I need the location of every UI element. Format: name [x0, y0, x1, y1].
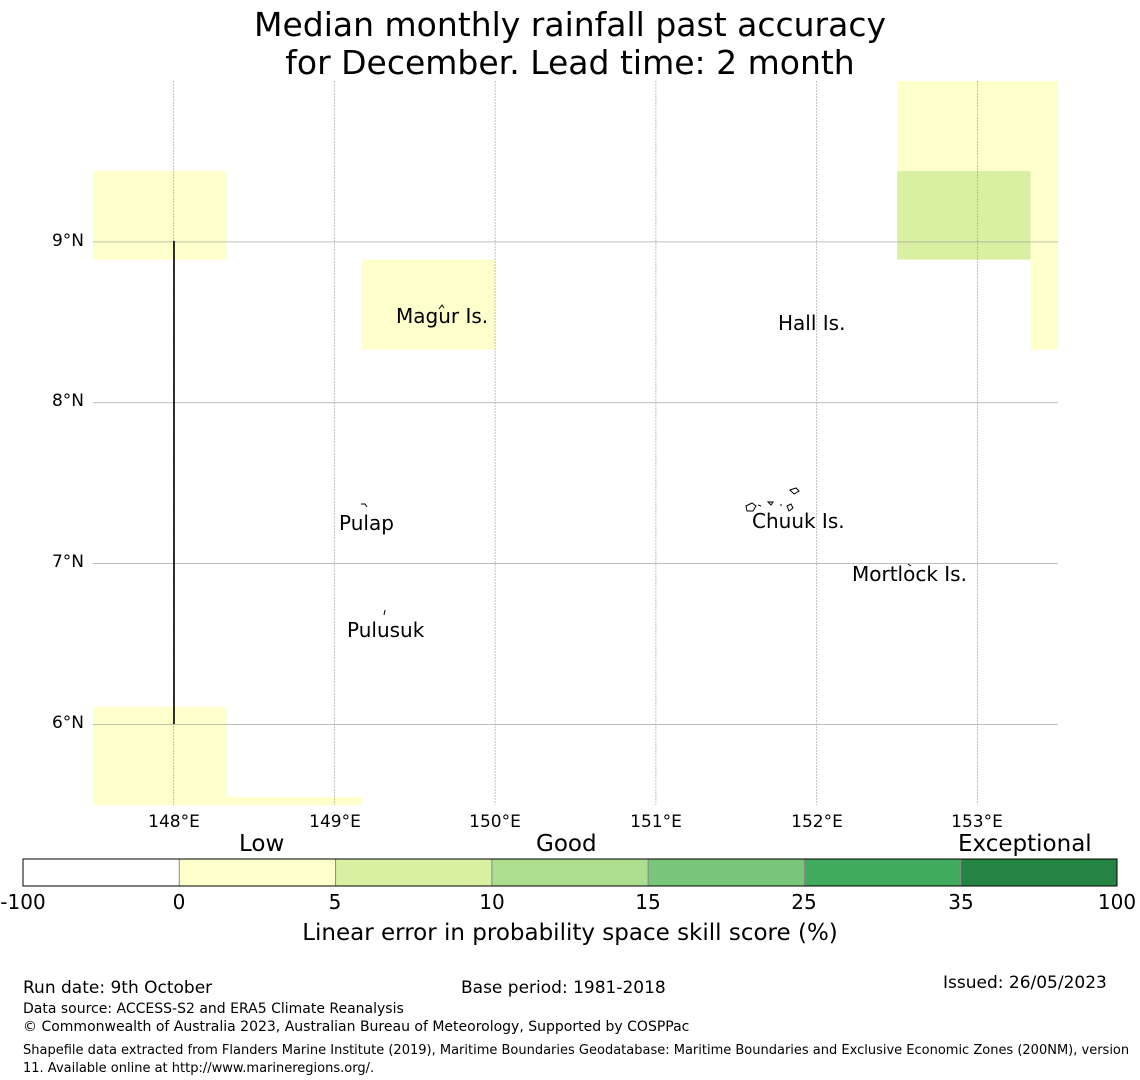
colorbar-segment-5	[804, 859, 961, 886]
colorbar	[22, 858, 1118, 887]
lon-tick-148: 148°E	[148, 812, 200, 832]
colorbar-frame	[22, 858, 1118, 887]
island-mortlock	[907, 563, 912, 567]
colorbar-segment-2	[335, 859, 492, 886]
data-source: Data source: ACCESS-S2 and ERA5 Climate …	[23, 1001, 404, 1017]
colorbar-category-low: Low	[239, 831, 285, 857]
skill-cell-0	[93, 171, 227, 260]
colorbar-segment-1	[179, 859, 336, 886]
island-chuuk-4	[786, 503, 794, 512]
island-chuuk-2	[745, 502, 757, 512]
lon-tick-149: 149°E	[309, 812, 361, 832]
colorbar-segment-6	[960, 859, 1117, 886]
lon-tick-152: 152°E	[791, 812, 843, 832]
colorbar-segment-4	[648, 859, 805, 886]
colorbar-tick-0: -100	[0, 890, 46, 914]
lat-tick-6: 6°N	[51, 713, 84, 733]
skill-cells	[93, 81, 1058, 805]
place-label-pulap: Pulap	[339, 511, 394, 535]
skill-cell-6	[1030, 171, 1058, 350]
island-pulap	[361, 503, 368, 508]
lat-tick-7: 7°N	[51, 552, 84, 572]
lat-tick-9: 9°N	[51, 231, 84, 251]
colorbar-tick-5: 25	[791, 890, 817, 914]
colorbar-segment-3	[491, 859, 649, 886]
title-line-2: for December. Lead time: 2 month	[285, 42, 855, 82]
island-chuuk-3	[766, 501, 774, 506]
island-magur	[438, 304, 445, 310]
lon-tick-151: 151°E	[630, 812, 682, 832]
lat-tick-8: 8°N	[51, 391, 84, 411]
issued-date: Issued: 26/05/2023	[943, 973, 1107, 993]
map-figure	[93, 81, 1058, 805]
colorbar-label: Linear error in probability space skill …	[302, 920, 838, 946]
place-label-magur: Magur Is.	[396, 304, 489, 328]
place-label-hall: Hall Is.	[778, 311, 846, 335]
chart-title: Median monthly rainfall past accuracy fo…	[0, 6, 1140, 82]
colorbar-tick-6: 35	[948, 890, 974, 914]
island-chuuk-1	[789, 487, 800, 495]
colorbar-tick-7: 100	[1097, 890, 1137, 914]
island-chuuk-5	[757, 504, 762, 507]
skill-cell-5	[897, 171, 1031, 260]
title-line-1: Median monthly rainfall past accuracy	[253, 5, 887, 44]
lon-tick-153: 153°E	[951, 812, 1003, 832]
run-date: Run date: 9th October	[23, 978, 213, 998]
skill-cell-2	[93, 706, 227, 805]
colorbar-tick-3: 10	[479, 890, 505, 914]
place-label-mortlock: Mortlock Is.	[852, 562, 967, 586]
island-outlines	[361, 304, 912, 616]
island-pulusuk	[383, 609, 386, 616]
shapefile-credit: Shapefile data extracted from Flanders M…	[23, 1043, 1130, 1076]
colorbar-segment-0	[23, 859, 180, 886]
skill-cell-1	[361, 259, 496, 350]
colorbar-tick-4: 15	[635, 890, 661, 914]
skill-cell-3	[226, 796, 362, 805]
place-label-pulusuk: Pulusuk	[347, 618, 425, 642]
colorbar-tick-2: 5	[328, 890, 342, 914]
base-period: Base period: 1981-2018	[461, 978, 666, 998]
lon-tick-150: 150°E	[469, 812, 521, 832]
copyright: © Commonwealth of Australia 2023, Austra…	[23, 1019, 690, 1035]
colorbar-category-exceptional: Exceptional	[958, 831, 1092, 857]
colorbar-category-good: Good	[536, 831, 597, 857]
place-label-chuuk: Chuuk Is.	[752, 509, 845, 533]
colorbar-tick-1: 0	[172, 890, 186, 914]
